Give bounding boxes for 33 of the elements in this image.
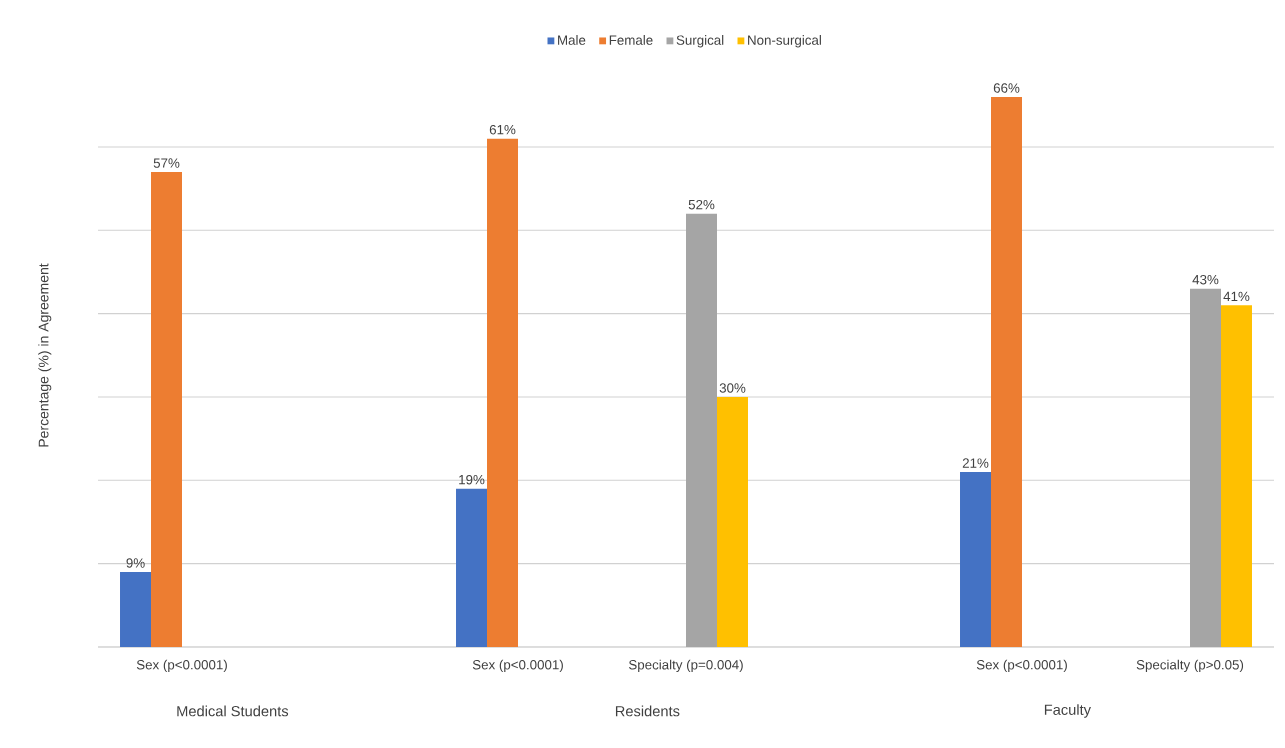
data-label: 21% bbox=[962, 458, 989, 468]
data-label: 41% bbox=[1223, 291, 1250, 302]
x-tick-label: Specialty (p=0.004) bbox=[628, 659, 743, 673]
x-tick-label: Sex (p<0.0001) bbox=[976, 659, 1067, 673]
data-label: 66% bbox=[993, 83, 1020, 93]
data-label: 57% bbox=[153, 158, 180, 168]
bar bbox=[1221, 305, 1252, 647]
y-axis-title: Percentage (%) in Agreement bbox=[38, 263, 52, 447]
data-label: 30% bbox=[719, 383, 746, 393]
bar bbox=[717, 396, 748, 647]
x-tick-label: Sex (p<0.0001) bbox=[472, 659, 563, 673]
text: Faculty bbox=[1044, 704, 1091, 718]
legend-label: Non-surgical bbox=[748, 35, 821, 48]
legend-label: Female bbox=[609, 35, 653, 45]
data-label: 19% bbox=[459, 474, 485, 485]
bar bbox=[120, 571, 152, 647]
bar bbox=[487, 138, 518, 647]
bar bbox=[960, 471, 991, 647]
data-label: 52% bbox=[688, 199, 715, 210]
x-tick-label: Specialty (p>0.05) bbox=[1136, 659, 1244, 673]
data-label: 9% bbox=[126, 558, 145, 568]
bar bbox=[686, 213, 717, 647]
data-label: 43% bbox=[1192, 274, 1219, 285]
bar bbox=[151, 171, 182, 647]
data-label: 61% bbox=[489, 124, 516, 135]
bar bbox=[1190, 288, 1221, 647]
bar bbox=[991, 96, 1022, 647]
text: Medical Students bbox=[177, 705, 289, 717]
x-tick-label: Sex (p<0.0001) bbox=[136, 659, 227, 673]
legend-label: Male bbox=[558, 35, 586, 45]
text: Residents bbox=[615, 705, 680, 717]
legend-label: Surgical bbox=[676, 35, 724, 48]
bar bbox=[456, 488, 488, 647]
